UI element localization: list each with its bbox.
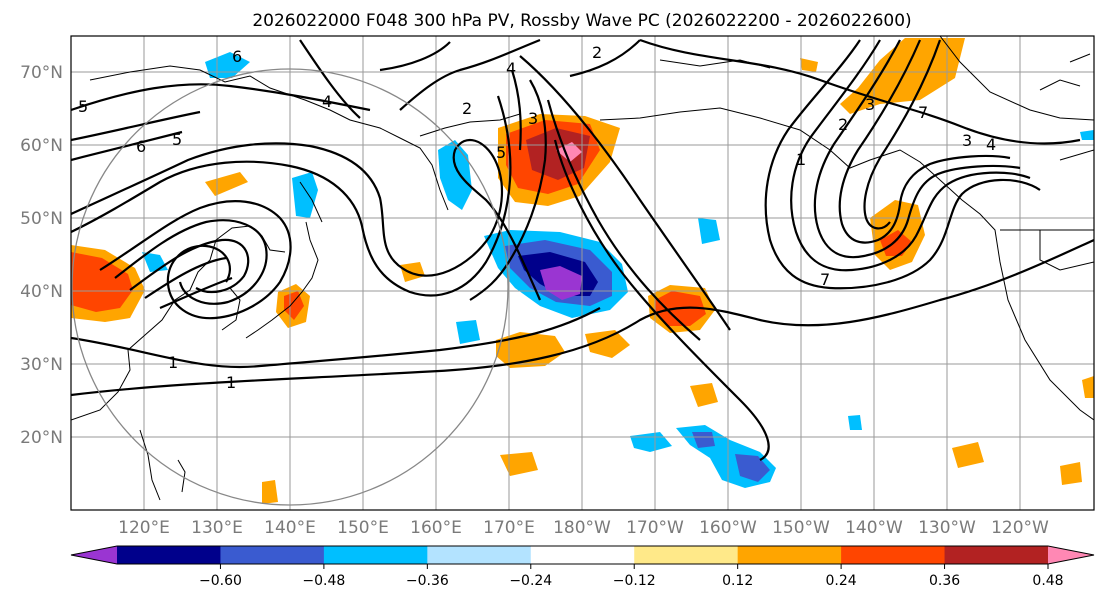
colorbar-segment bbox=[944, 546, 1049, 564]
colorbar-segment bbox=[220, 546, 325, 564]
colorbar-tick-label: −0.24 bbox=[509, 573, 552, 589]
contour-label: 5 bbox=[172, 130, 182, 149]
lon-label: 160°W bbox=[699, 518, 757, 538]
contour-label: 2 bbox=[838, 115, 848, 134]
anomaly-positive bbox=[690, 383, 718, 407]
map-content: 6 5 4 3 2 1 1 2 7 5 4 3 2 1 6 7 3 4 5 bbox=[71, 36, 1094, 510]
lon-label: 150°W bbox=[772, 518, 830, 538]
lat-label: 60°N bbox=[20, 136, 63, 156]
anomaly-negative bbox=[438, 140, 472, 210]
lon-label: 140°W bbox=[845, 518, 903, 538]
lon-axis: 120°E 130°E 140°E 150°E 160°E 170°E 180°… bbox=[118, 518, 1049, 538]
colorbar-outline bbox=[70, 545, 1095, 565]
contour-labels: 6 5 4 3 2 1 1 2 7 5 4 3 2 1 6 7 3 4 5 bbox=[78, 43, 996, 392]
lon-label: 140°E bbox=[264, 518, 316, 538]
anomaly-negative bbox=[698, 218, 720, 244]
lon-label: 180°W bbox=[553, 518, 611, 538]
anomaly-positive bbox=[1060, 462, 1082, 485]
anomaly-positive bbox=[400, 262, 425, 282]
anomaly-positive bbox=[1082, 376, 1094, 398]
anomaly-negative bbox=[848, 415, 862, 430]
anomaly-negative bbox=[1080, 130, 1094, 140]
anomaly-positive bbox=[284, 291, 304, 320]
lat-label: 70°N bbox=[20, 63, 63, 83]
lon-label: 130°W bbox=[918, 518, 976, 538]
anomaly-positive bbox=[952, 442, 984, 468]
contour-label: 4 bbox=[986, 135, 996, 154]
colorbar-extend-min bbox=[71, 546, 117, 564]
lon-label: 150°E bbox=[337, 518, 389, 538]
colorbar-segment bbox=[427, 546, 532, 564]
lat-label: 30°N bbox=[20, 355, 63, 375]
colorbar-tick-label: −0.36 bbox=[406, 573, 449, 589]
contour-label: 2 bbox=[462, 99, 472, 118]
anomaly-negative bbox=[692, 432, 715, 448]
anomaly-positive bbox=[262, 480, 278, 504]
anomaly-positive bbox=[800, 58, 818, 72]
contour-label: 6 bbox=[232, 47, 242, 66]
colorbar-tick-label: −0.48 bbox=[302, 573, 345, 589]
colorbar-tick-label: 0.36 bbox=[929, 573, 960, 589]
contour-label: 1 bbox=[796, 150, 806, 169]
anomaly-positive bbox=[585, 330, 630, 358]
contour-label: 3 bbox=[528, 109, 538, 128]
contour-label: 7 bbox=[820, 270, 830, 289]
lon-label: 120°E bbox=[118, 518, 170, 538]
anomaly-positive bbox=[205, 172, 248, 196]
contour-label: 1 bbox=[168, 353, 178, 372]
colorbar-segment bbox=[634, 546, 739, 564]
lat-axis: 70°N 60°N 50°N 40°N 30°N 20°N bbox=[20, 63, 63, 448]
contour-label: 4 bbox=[322, 92, 332, 111]
anomaly-negative bbox=[292, 172, 318, 218]
pv-contours bbox=[71, 38, 1094, 461]
lat-label: 50°N bbox=[20, 209, 63, 229]
map-frame bbox=[70, 35, 1095, 511]
lon-label: 160°E bbox=[410, 518, 462, 538]
contour-label: 4 bbox=[506, 59, 516, 78]
contour-label: 5 bbox=[78, 97, 88, 116]
colorbar-segment bbox=[323, 546, 428, 564]
colorbar: −0.60 −0.48 −0.36 −0.24 −0.12 0.12 0.24 0.36 0.4… bbox=[70, 545, 1095, 589]
anomaly-positive bbox=[496, 332, 565, 368]
anomaly-negative bbox=[456, 320, 480, 344]
figure-title: 2026022000 F048 300 hPa PV, Rossby Wave … bbox=[252, 11, 911, 31]
radius-circle bbox=[71, 68, 509, 506]
anomaly-positive bbox=[71, 252, 133, 312]
anomaly-negative bbox=[735, 454, 770, 482]
colorbar-tick-label: −0.60 bbox=[199, 573, 242, 589]
contour-label: 7 bbox=[918, 103, 928, 122]
lat-label: 40°N bbox=[20, 282, 63, 302]
colorbar-tick-label: 0.12 bbox=[722, 573, 753, 589]
colorbar-segment bbox=[117, 546, 221, 564]
contour-label: 1 bbox=[226, 373, 236, 392]
colorbar-tick-label: 0.24 bbox=[826, 573, 857, 589]
colorbar-tick-label: 0.48 bbox=[1032, 573, 1063, 589]
contour-label: 5 bbox=[496, 143, 506, 162]
contour-label: 3 bbox=[865, 95, 875, 114]
colorbar-segment bbox=[530, 546, 635, 564]
colorbar-segment bbox=[841, 546, 946, 564]
lat-label: 20°N bbox=[20, 428, 63, 448]
colorbar-tick-label: −0.12 bbox=[613, 573, 656, 589]
colorbar-segment bbox=[737, 546, 842, 564]
lon-label: 120°W bbox=[991, 518, 1049, 538]
contour-label: 6 bbox=[136, 137, 146, 156]
lon-label: 170°E bbox=[483, 518, 535, 538]
contour-label: 3 bbox=[962, 131, 972, 150]
lon-label: 130°E bbox=[191, 518, 243, 538]
colorbar-extend-max bbox=[1048, 546, 1094, 564]
lon-label: 170°W bbox=[626, 518, 684, 538]
contour-label: 2 bbox=[592, 43, 602, 62]
